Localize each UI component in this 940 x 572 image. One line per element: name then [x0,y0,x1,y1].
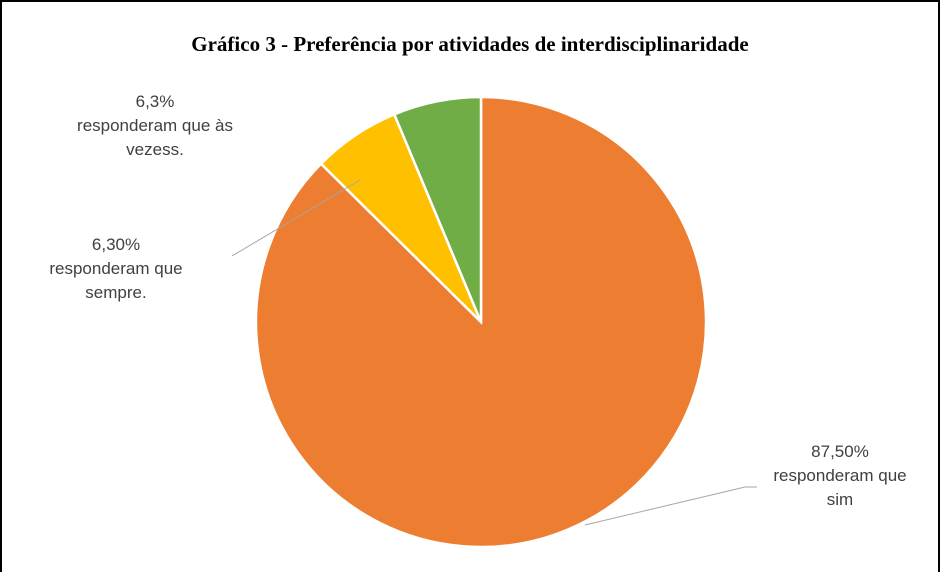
value-label: 6,3% [135,92,175,111]
chart-title: Gráfico 3 - Preferência por atividades d… [191,32,749,56]
leader-line [584,486,757,526]
data-label: 87,50% responderam que sim [760,440,920,512]
data-label: 6,30% responderam que sempre. [36,233,196,305]
value-label: 6,30% [91,235,141,254]
pie-slice [254,95,708,549]
pie-slice [392,95,483,323]
value-label: 87,50% [811,442,869,461]
data-label: 6,3% responderam que às vezess. [75,90,235,162]
category-label: responderam que sempre. [49,259,183,302]
leader-line [231,179,361,257]
category-label: responderam que às vezess. [77,116,233,159]
category-label: responderam que sim [773,466,907,509]
